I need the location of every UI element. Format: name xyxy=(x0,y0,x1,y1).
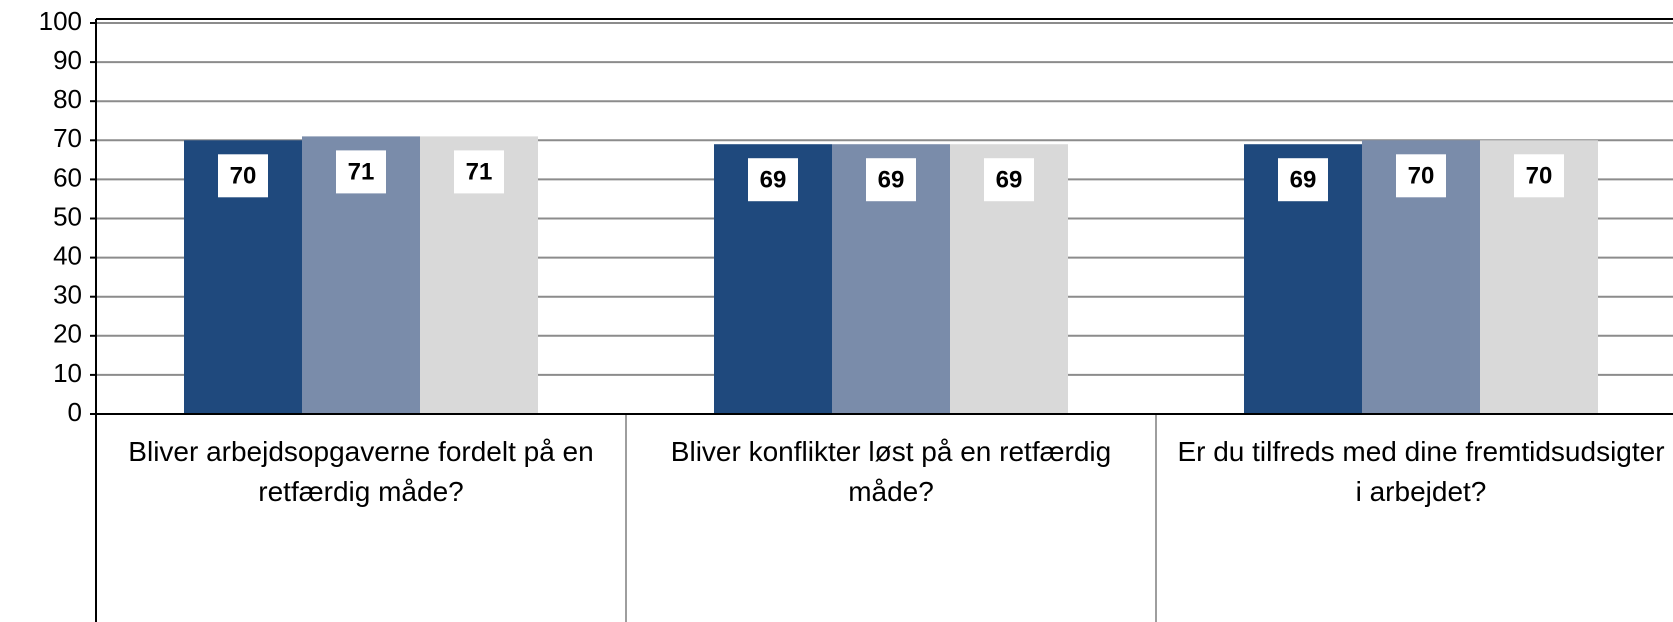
y-tick-label: 80 xyxy=(53,84,82,114)
value-label: 69 xyxy=(1290,167,1317,194)
x-tick-label: Er du tilfreds med dine fremtidsudsigter… xyxy=(1177,436,1665,507)
x-tick-label: Bliver arbejdsopgaverne fordelt på en re… xyxy=(128,436,594,507)
y-tick-label: 70 xyxy=(53,123,82,153)
value-label-box xyxy=(984,158,1034,202)
value-label: 70 xyxy=(230,163,257,190)
value-label-box xyxy=(748,158,798,202)
value-label: 69 xyxy=(996,167,1023,194)
y-tick-label: 50 xyxy=(53,201,82,231)
value-label: 71 xyxy=(466,159,493,186)
x-tick-label: Bliver konflikter løst på en retfærdig m… xyxy=(670,436,1112,507)
y-tick-label: 0 xyxy=(68,397,82,427)
y-tick-label: 90 xyxy=(53,45,82,75)
value-label-box xyxy=(1514,154,1564,198)
value-label: 70 xyxy=(1408,163,1435,190)
value-label: 71 xyxy=(348,159,375,186)
y-tick-label: 60 xyxy=(53,162,82,192)
value-label-box xyxy=(866,158,916,202)
value-label-box xyxy=(218,154,268,198)
value-label: 70 xyxy=(1526,163,1553,190)
value-label: 69 xyxy=(760,167,787,194)
value-label: 69 xyxy=(878,167,905,194)
y-tick-label: 10 xyxy=(53,358,82,388)
value-label-box xyxy=(454,150,504,194)
y-tick-label: 30 xyxy=(53,280,82,310)
y-tick-label: 100 xyxy=(39,6,82,36)
y-tick-label: 40 xyxy=(53,240,82,270)
value-label-box xyxy=(1396,154,1446,198)
value-label-box xyxy=(1278,158,1328,202)
value-label-box xyxy=(336,150,386,194)
y-tick-label: 20 xyxy=(53,319,82,349)
